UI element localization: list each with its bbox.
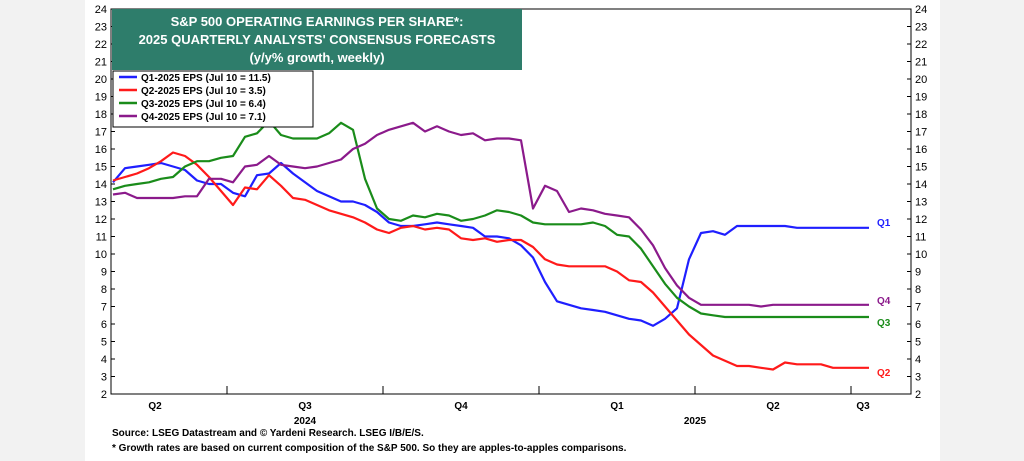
legend: Q1-2025 EPS (Jul 10 = 11.5) Q2-2025 EPS (… bbox=[112, 70, 314, 128]
y-tick-label-right: 2 bbox=[915, 389, 921, 401]
y-tick-label-right: 8 bbox=[915, 284, 921, 296]
legend-entry: Q2-2025 EPS (Jul 10 = 3.5) bbox=[141, 86, 266, 97]
y-tick-label-right: 5 bbox=[915, 337, 921, 349]
series-line-q4 bbox=[112, 121, 869, 308]
y-tick-label-right: 23 bbox=[915, 22, 927, 34]
y-tick-label-left: 3 bbox=[101, 372, 107, 384]
x-quarter-label: Q4 bbox=[454, 401, 468, 412]
chart-title-box: S&P 500 OPERATING EARNINGS PER SHARE*: 2… bbox=[112, 9, 522, 70]
x-quarter-label: Q3 bbox=[856, 401, 870, 412]
end-label-q3: Q3 bbox=[877, 318, 891, 329]
x-quarter-label: Q2 bbox=[148, 401, 162, 412]
series-lines bbox=[112, 119, 869, 371]
y-tick-label-right: 14 bbox=[915, 179, 927, 191]
legend-entry: Q4-2025 EPS (Jul 10 = 7.1) bbox=[141, 112, 266, 123]
y-tick-label-left: 19 bbox=[95, 92, 107, 104]
y-tick-label-left: 10 bbox=[95, 249, 107, 261]
x-axis: Q2 Q3 Q4 Q1 Q2 Q3 2024 2025 bbox=[148, 386, 870, 427]
y-tick-label-left: 16 bbox=[95, 144, 107, 156]
series-line-q1 bbox=[112, 161, 869, 327]
legend-entry: Q3-2025 EPS (Jul 10 = 6.4) bbox=[141, 99, 266, 110]
y-tick-label-right: 21 bbox=[915, 57, 927, 69]
source-note: Source: LSEG Datastream and © Yardeni Re… bbox=[112, 428, 424, 439]
series-end-labels: Q1 Q2 Q3 Q4 bbox=[877, 218, 891, 379]
y-tick-label-right: 12 bbox=[915, 214, 927, 226]
y-tick-label-left: 8 bbox=[101, 284, 107, 296]
y-tick-label-right: 4 bbox=[915, 354, 921, 366]
y-tick-label-left: 13 bbox=[95, 197, 107, 209]
growth-footnote: * Growth rates are based on current comp… bbox=[112, 443, 627, 454]
y-tick-label-left: 23 bbox=[95, 22, 107, 34]
y-tick-label-left: 4 bbox=[101, 354, 107, 366]
y-tick-label-left: 9 bbox=[101, 267, 107, 279]
y-tick-label-left: 11 bbox=[96, 232, 107, 244]
y-tick-label-left: 5 bbox=[101, 337, 107, 349]
y-tick-label-right: 22 bbox=[915, 39, 927, 51]
x-quarter-label: Q3 bbox=[298, 401, 312, 412]
y-tick-label-left: 12 bbox=[95, 214, 107, 226]
y-tick-label-right: 15 bbox=[915, 162, 927, 174]
chart-title-line-2: 2025 QUARTERLY ANALYSTS' CONSENSUS FOREC… bbox=[139, 32, 496, 47]
series-line-q2 bbox=[112, 151, 869, 371]
x-year-label: 2025 bbox=[684, 416, 707, 427]
y-tick-label-right: 18 bbox=[915, 109, 927, 121]
x-quarter-label: Q2 bbox=[766, 401, 780, 412]
x-year-label: 2024 bbox=[294, 416, 317, 427]
series-line-q3 bbox=[112, 119, 869, 319]
y-tick-label-right: 10 bbox=[915, 249, 927, 261]
y-tick-label-left: 24 bbox=[95, 4, 107, 16]
y-tick-label-left: 18 bbox=[95, 109, 107, 121]
y-tick-label-right: 24 bbox=[915, 4, 927, 16]
x-quarter-label: Q1 bbox=[610, 401, 624, 412]
y-tick-label-left: 21 bbox=[95, 57, 107, 69]
y-tick-label-left: 20 bbox=[95, 74, 107, 86]
y-tick-label-right: 7 bbox=[915, 302, 921, 314]
y-tick-label-right: 9 bbox=[915, 267, 921, 279]
y-tick-label-left: 2 bbox=[101, 389, 107, 401]
y-tick-label-left: 22 bbox=[95, 39, 107, 51]
y-tick-label-right: 16 bbox=[915, 144, 927, 156]
y-tick-label-right: 13 bbox=[915, 197, 927, 209]
y-tick-label-left: 15 bbox=[95, 162, 107, 174]
chart-card: 2 3 4 5 6 7 8 9 10 11 12 13 14 15 16 17 18 19 20 21 22 23 24 2… bbox=[85, 0, 940, 461]
legend-entry: Q1-2025 EPS (Jul 10 = 11.5) bbox=[141, 73, 271, 84]
y-tick-label-right: 17 bbox=[915, 127, 927, 139]
y-tick-label-right: 11 bbox=[915, 232, 926, 244]
end-label-q4: Q4 bbox=[877, 296, 891, 307]
y-tick-label-left: 6 bbox=[101, 319, 107, 331]
y-tick-label-left: 17 bbox=[95, 127, 107, 139]
end-label-q1: Q1 bbox=[877, 218, 891, 229]
chart-title-line-1: S&P 500 OPERATING EARNINGS PER SHARE*: bbox=[171, 14, 464, 29]
y-tick-label-left: 14 bbox=[95, 179, 107, 191]
chart-title-line-3: (y/y% growth, weekly) bbox=[249, 50, 384, 65]
y-tick-label-left: 7 bbox=[101, 302, 107, 314]
y-tick-label-right: 6 bbox=[915, 319, 921, 331]
y-tick-label-right: 20 bbox=[915, 74, 927, 86]
y-tick-label-right: 19 bbox=[915, 92, 927, 104]
y-tick-label-right: 3 bbox=[915, 372, 921, 384]
end-label-q2: Q2 bbox=[877, 368, 891, 379]
